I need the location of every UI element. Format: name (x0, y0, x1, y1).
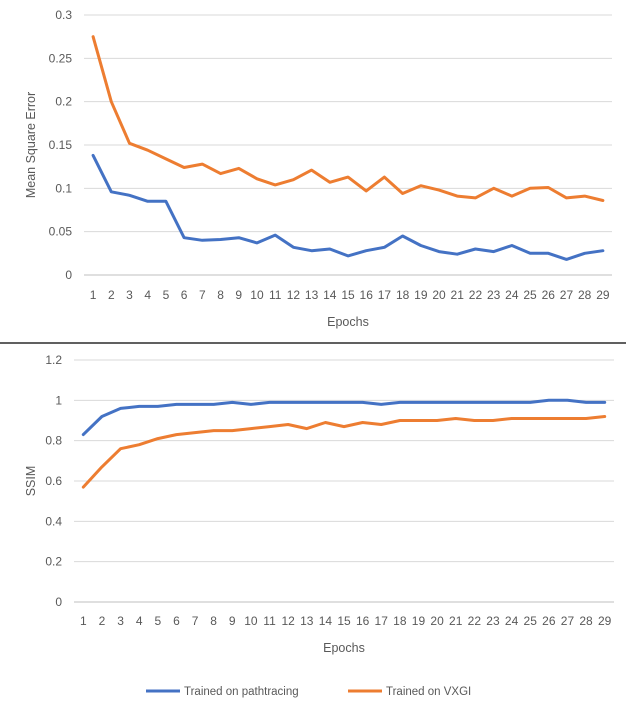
mse-x-tick-label: 24 (505, 288, 519, 302)
legend-pathtracing-label: Trained on pathtracing (184, 686, 299, 698)
ssim-x-tick-label: 16 (356, 614, 370, 628)
mse-x-tick-label: 16 (360, 288, 374, 302)
mse-x-tick-label: 27 (560, 288, 574, 302)
ssim-x-tick-label: 1 (80, 614, 87, 628)
ssim-x-tick-label: 19 (412, 614, 426, 628)
mse-x-tick-label: 25 (523, 288, 537, 302)
mse-x-tick-label: 6 (181, 288, 188, 302)
ssim-y-tick-label: 0.6 (45, 474, 62, 488)
mse-x-tick-label: 2 (108, 288, 115, 302)
mse-series-pathtracing-line (91, 153, 605, 261)
mse-x-tick-label: 3 (126, 288, 133, 302)
ssim-x-tick-label: 8 (210, 614, 217, 628)
mse-x-tick-label: 9 (235, 288, 242, 302)
mse-x-tick-label: 18 (396, 288, 410, 302)
ssim-x-tick-label: 5 (154, 614, 161, 628)
mse-y-tick-label: 0 (65, 268, 72, 282)
mse-y-tick-label: 0.1 (55, 181, 72, 195)
ssim-x-tick-label: 14 (319, 614, 333, 628)
ssim-x-tick-label: 24 (505, 614, 519, 628)
ssim-y-tick-label: 1.2 (45, 353, 62, 367)
ssim-x-tick-label: 10 (244, 614, 258, 628)
ssim-x-tick-label: 11 (263, 614, 276, 628)
ssim-x-tick-label: 28 (579, 614, 593, 628)
mse-y-tick-label: 0.15 (49, 138, 73, 152)
ssim-y-tick-label: 0.4 (45, 514, 62, 528)
mse-x-tick-label: 13 (305, 288, 319, 302)
mse-x-tick-label: 17 (378, 288, 392, 302)
ssim-x-tick-label: 23 (486, 614, 500, 628)
ssim-x-tick-label: 9 (229, 614, 236, 628)
mse-x-tick-label: 12 (287, 288, 301, 302)
ssim-x-tick-label: 26 (542, 614, 556, 628)
mse-x-tick-label: 29 (596, 288, 610, 302)
mse-x-tick-label: 26 (542, 288, 556, 302)
mse-y-tick-label: 0.3 (55, 8, 72, 22)
ssim-x-axis-title: Epochs (323, 641, 365, 655)
ssim-x-tick-label: 21 (449, 614, 463, 628)
mse-x-tick-label: 11 (269, 288, 282, 302)
mse-x-tick-label: 1 (90, 288, 97, 302)
legend: Trained on pathtracing Trained on VXGI (146, 686, 471, 698)
mse-y-tick-label: 0.25 (49, 51, 73, 65)
mse-x-tick-label: 22 (469, 288, 483, 302)
ssim-x-tick-label: 25 (524, 614, 538, 628)
ssim-x-tick-label: 12 (281, 614, 295, 628)
ssim-x-tick-label: 3 (117, 614, 124, 628)
ssim-x-tick-label: 20 (430, 614, 444, 628)
ssim-x-tick-label: 17 (375, 614, 389, 628)
ssim-x-tick-label: 6 (173, 614, 180, 628)
mse-x-tick-label: 23 (487, 288, 501, 302)
mse-series-vxgi-line (91, 35, 605, 202)
ssim-x-tick-label: 2 (99, 614, 106, 628)
ssim-x-tick-label: 4 (136, 614, 143, 628)
ssim-x-tick-label: 29 (598, 614, 612, 628)
ssim-series-pathtracing-line (81, 398, 607, 437)
ssim-y-tick-label: 0.2 (45, 555, 62, 569)
ssim-y-tick-label: 0.8 (45, 434, 62, 448)
mse-x-tick-label: 20 (432, 288, 446, 302)
ssim-series-vxgi-line (81, 415, 607, 489)
ssim-chart: 00.20.40.60.811.21 2 3 4 5 6 7 8 9 10 11 12 13 14 15 16… (24, 353, 614, 655)
ssim-y-tick-label: 0 (55, 595, 62, 609)
ssim-x-tick-label: 27 (561, 614, 575, 628)
ssim-x-tick-label: 15 (337, 614, 351, 628)
mse-x-tick-label: 28 (578, 288, 592, 302)
ssim-y-axis-title: SSIM (24, 466, 38, 497)
mse-chart: 00.050.10.150.20.250.31 2 3 4 5 6 7 8 9 10 11 12 13 1… (24, 8, 612, 329)
mse-x-tick-label: 8 (217, 288, 224, 302)
ssim-x-tick-label: 22 (468, 614, 482, 628)
mse-x-axis-title: Epochs (327, 315, 369, 329)
legend-vxgi-label: Trained on VXGI (386, 686, 471, 698)
mse-y-axis-title: Mean Square Error (24, 92, 38, 198)
mse-x-tick-label: 21 (451, 288, 465, 302)
mse-x-tick-label: 7 (199, 288, 206, 302)
ssim-x-tick-label: 13 (300, 614, 314, 628)
ssim-y-tick-label: 1 (55, 393, 62, 407)
mse-x-tick-label: 4 (144, 288, 151, 302)
mse-x-tick-label: 15 (341, 288, 355, 302)
mse-x-tick-label: 10 (250, 288, 264, 302)
mse-x-tick-label: 19 (414, 288, 428, 302)
mse-x-tick-label: 14 (323, 288, 337, 302)
mse-y-tick-label: 0.2 (55, 95, 72, 109)
mse-y-tick-label: 0.05 (49, 225, 73, 239)
ssim-x-tick-label: 7 (192, 614, 199, 628)
mse-x-tick-label: 5 (163, 288, 170, 302)
ssim-x-tick-label: 18 (393, 614, 407, 628)
